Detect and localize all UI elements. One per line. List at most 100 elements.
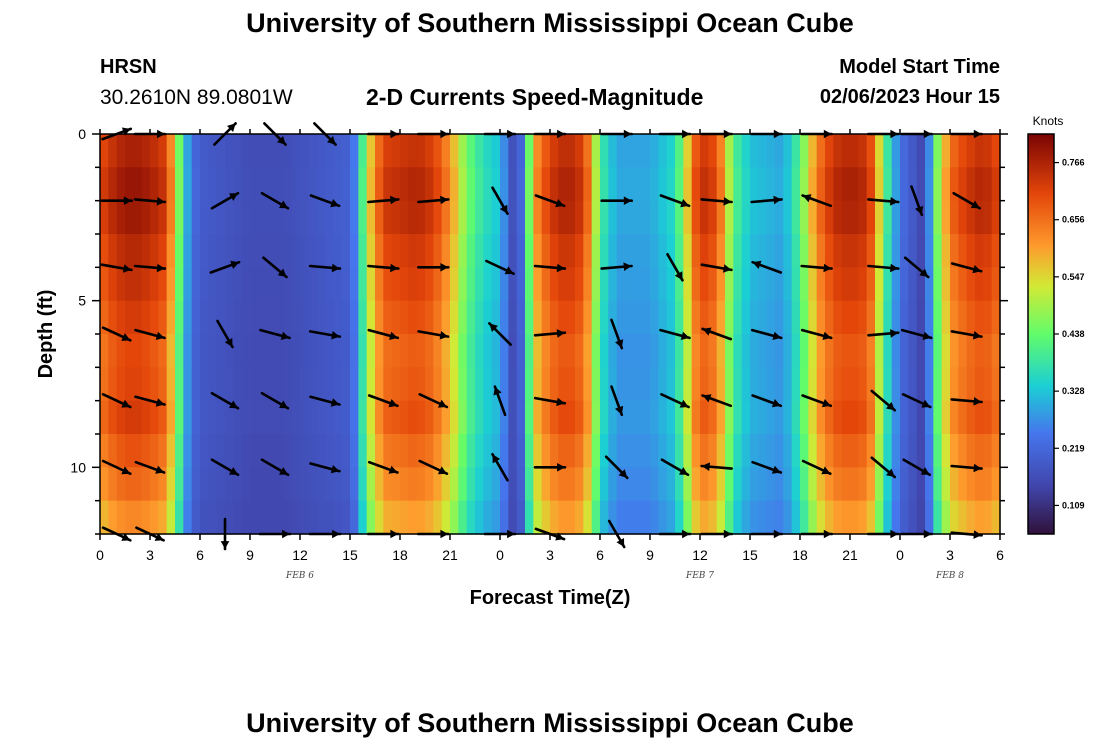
heatmap-cell: [150, 234, 159, 268]
heatmap-cell: [591, 500, 601, 535]
heatmap-cell: [183, 500, 193, 535]
heatmap-cell: [800, 200, 809, 235]
heatmap-cell: [566, 367, 576, 402]
heatmap-cell: [316, 334, 326, 368]
heatmap-cell: [308, 434, 318, 468]
x-tick-label: 3: [146, 547, 154, 563]
heatmap-cell: [716, 500, 726, 535]
heatmap-cell: [408, 434, 418, 468]
current-vector: [533, 263, 567, 273]
heatmap-cell: [341, 500, 351, 535]
heatmap-cell: [125, 200, 134, 235]
heatmap-cell: [466, 167, 476, 202]
heatmap-cell: [908, 367, 918, 402]
heatmap-cell: [716, 434, 726, 468]
heatmap-cell: [850, 500, 859, 535]
heatmap-cell: [200, 500, 209, 535]
heatmap-cell: [533, 500, 543, 535]
heatmap-cell: [191, 167, 201, 202]
heatmap-cell: [766, 434, 776, 468]
heatmap-cell: [183, 267, 193, 302]
heatmap-cell: [116, 500, 126, 535]
heatmap-cell: [141, 434, 151, 468]
heatmap-cell: [175, 334, 184, 368]
heatmap-cell: [833, 367, 843, 402]
heatmap-cell: [491, 267, 501, 302]
heatmap-cell: [116, 167, 126, 202]
heatmap-cell: [666, 300, 676, 335]
heatmap-cell: [125, 434, 134, 468]
heatmap-cell: [725, 334, 734, 368]
heatmap-cell: [133, 434, 143, 468]
heatmap-cell: [566, 500, 576, 535]
heatmap-cell: [233, 334, 243, 368]
current-vector: [751, 260, 783, 274]
heatmap-cell: [208, 267, 218, 302]
heatmap-cell: [625, 500, 634, 535]
heatmap-cell: [175, 200, 184, 235]
heatmap-cell: [641, 200, 651, 235]
heatmap-cell: [733, 467, 743, 502]
heatmap-cell: [258, 434, 268, 468]
heatmap-cell: [941, 234, 951, 268]
heatmap-cell: [333, 434, 343, 468]
heatmap-cell: [750, 434, 759, 468]
heatmap-cell: [416, 167, 426, 202]
heatmap-cell: [325, 367, 334, 402]
heatmap-cell: [816, 300, 826, 335]
heatmap-cell: [758, 400, 768, 435]
heatmap-cell: [366, 434, 376, 468]
heatmap-cell: [958, 467, 968, 502]
heatmap-cell: [108, 200, 118, 235]
heatmap-cell: [908, 167, 918, 202]
heatmap-cell: [191, 200, 201, 235]
heatmap-cell: [583, 467, 593, 502]
heatmap-cell: [983, 234, 993, 268]
heatmap-cell: [441, 167, 451, 202]
heatmap-cell: [841, 200, 851, 235]
heatmap-cell: [875, 134, 884, 168]
heatmap-cell: [875, 500, 884, 535]
heatmap-cell: [816, 134, 826, 168]
heatmap-cell: [283, 434, 293, 468]
heatmap-cell: [700, 167, 709, 202]
heatmap-cell: [541, 134, 551, 168]
heatmap-cell: [416, 334, 426, 368]
current-vector: [133, 197, 167, 206]
heatmap-cell: [741, 134, 751, 168]
heatmap-cell: [725, 400, 734, 435]
heatmap-cell: [825, 234, 834, 268]
heatmap-cell: [475, 500, 484, 535]
heatmap-cell: [133, 167, 143, 202]
heatmap-cell: [983, 200, 993, 235]
heatmap-cell: [933, 400, 943, 435]
heatmap-cell: [800, 267, 809, 302]
heatmap-cell: [983, 167, 993, 202]
heatmap-cell: [125, 300, 134, 335]
heatmap-cell: [316, 367, 326, 402]
heatmap-cell: [275, 500, 284, 535]
heatmap-cell: [691, 500, 701, 535]
heatmap-cell: [491, 167, 501, 202]
heatmap-cell: [933, 367, 943, 402]
heatmap-cell: [508, 200, 518, 235]
heatmap-cell: [408, 267, 418, 302]
heatmap-cell: [725, 367, 734, 402]
heatmap-cell: [750, 400, 759, 435]
heatmap-cell: [675, 367, 684, 402]
heatmap-cell: [175, 134, 184, 168]
heatmap-cell: [200, 400, 209, 435]
heatmap-cell: [425, 400, 434, 435]
heatmap-cell: [866, 467, 876, 502]
heatmap-cell: [616, 400, 626, 435]
heatmap-cell: [708, 500, 718, 535]
heatmap-cell: [758, 367, 768, 402]
heatmap-cell: [125, 467, 134, 502]
heatmap-cell: [308, 500, 318, 535]
heatmap-cell: [283, 467, 293, 502]
heatmap-cell: [100, 467, 109, 502]
heatmap-cell: [883, 367, 893, 402]
heatmap-cell: [166, 500, 176, 535]
heatmap-cell: [733, 134, 743, 168]
heatmap-cell: [966, 500, 976, 535]
